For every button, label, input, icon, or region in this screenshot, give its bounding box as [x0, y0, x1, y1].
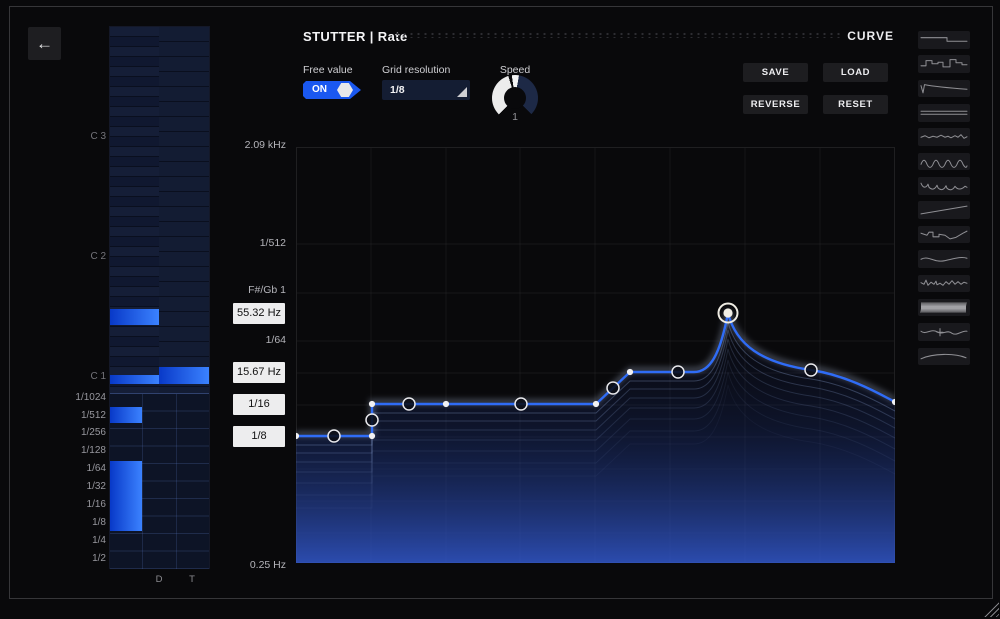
curve-preset-list [918, 0, 970, 619]
curve-preset-dense-comb[interactable] [918, 298, 970, 317]
dense-comb-waveform-icon [920, 302, 967, 313]
y-axis-label: 0.25 Hz [249, 559, 286, 571]
curve-area-fill [296, 313, 895, 563]
curve-preset-jagged-noise[interactable] [918, 274, 970, 292]
curve-preset-gentle-sine[interactable] [918, 250, 970, 268]
rate-grid-divider [176, 394, 177, 569]
curve-panel-title: CURVE [847, 29, 894, 43]
curve-point-markers[interactable] [292, 302, 899, 443]
curve-point-hollow[interactable] [606, 381, 620, 395]
y-axis-value-box[interactable]: 1/8 [233, 425, 285, 447]
toggle-state-label: ON [312, 84, 327, 95]
dropdown-corner-icon [457, 87, 467, 97]
curve-preset-soft-noise[interactable] [918, 128, 970, 146]
rate-curve-line[interactable] [296, 311, 896, 438]
grid-resolution-label: Grid resolution [382, 64, 451, 76]
load-button[interactable]: LOAD [823, 63, 888, 82]
scallops-waveform-icon [920, 182, 968, 191]
resize-grip[interactable] [981, 599, 999, 617]
exp-decay-waveform-icon [920, 83, 968, 94]
curve-point-hollow[interactable] [327, 429, 341, 443]
speed-label: Speed [499, 64, 531, 76]
y-axis-label: 1/512 [259, 237, 286, 249]
curve-preset-zigzag-valley[interactable] [918, 225, 970, 244]
soft-noise-waveform-icon [920, 134, 968, 140]
curve-point-solid[interactable] [368, 400, 376, 408]
save-button[interactable]: SAVE [743, 63, 808, 82]
y-axis-value-box[interactable]: 55.32 Hz [233, 302, 285, 324]
y-axis-label: F#/Gb 1 [248, 284, 286, 296]
gentle-sine-waveform-icon [920, 257, 968, 262]
curve-preset-flat-lines[interactable] [918, 104, 970, 122]
y-axis-label: 1/64 [265, 334, 286, 346]
speed-knob[interactable] [492, 75, 538, 121]
keyboard-triplet-column[interactable] [159, 27, 209, 393]
free-value-toggle[interactable]: ON [303, 81, 361, 99]
step-down-waveform-icon [920, 37, 968, 42]
graph-y-axis: 2.09 kHz 1/512 F#/Gb 1 55.32 Hz 1/64 15.67 Hz… [0, 0, 286, 619]
pitch-rate-keyboard[interactable] [109, 26, 210, 569]
reverse-button[interactable]: REVERSE [743, 95, 808, 114]
curve-point-solid[interactable] [626, 368, 634, 376]
wave-with-plus-waveform-icon [920, 328, 968, 337]
keyboard-active-bar[interactable] [110, 375, 159, 384]
curve-point-selected-ring[interactable] [717, 302, 739, 324]
left-arrow-icon: ← [36, 33, 53, 53]
curve-point-hollow[interactable] [365, 413, 379, 427]
stutter-rate-graph[interactable] [292, 147, 899, 563]
header-dotted-divider [394, 32, 844, 38]
back-button[interactable]: ← [28, 27, 61, 60]
flat-lines-waveform-icon [920, 110, 968, 115]
sine-fast-waveform-icon [920, 159, 968, 168]
curve-point-hollow[interactable] [402, 397, 416, 411]
curve-preset-step-down[interactable] [918, 31, 970, 49]
free-value-label: Free value [303, 64, 353, 76]
page-title: STUTTER | Rate [303, 29, 408, 44]
curve-point-hollow[interactable] [804, 363, 818, 377]
keyboard-active-bar[interactable] [110, 407, 142, 423]
curve-preset-scallops[interactable] [918, 177, 970, 195]
column-label: D [155, 574, 163, 585]
toggle-hexagon-knob [337, 83, 353, 97]
curve-preset-exp-decay[interactable] [918, 79, 970, 98]
curve-point-solid[interactable] [592, 400, 600, 408]
grid-resolution-value: 1/8 [390, 84, 405, 96]
curve-editor-canvas[interactable] [292, 147, 899, 563]
zigzag-valley-waveform-icon [920, 230, 968, 240]
rate-grid-divider [142, 394, 143, 569]
gentle-arc-waveform-icon [920, 353, 967, 359]
speed-value: 1 [512, 111, 518, 123]
y-axis-label: 2.09 kHz [244, 139, 286, 151]
y-axis-value-box[interactable]: 1/16 [233, 393, 285, 415]
curve-point-hollow[interactable] [671, 365, 685, 379]
curve-preset-random-steps[interactable] [918, 55, 970, 73]
keyboard-active-bar[interactable] [159, 367, 209, 384]
ramp-up-waveform-icon [920, 206, 968, 215]
curve-preset-ramp-up[interactable] [918, 201, 970, 219]
jagged-noise-waveform-icon [920, 279, 968, 286]
curve-point-solid[interactable] [368, 432, 376, 440]
column-label: T [189, 574, 195, 585]
curve-point-solid[interactable] [442, 400, 450, 408]
curve-preset-sine-fast[interactable] [918, 152, 970, 171]
grid-resolution-dropdown[interactable]: 1/8 [382, 80, 470, 100]
keyboard-active-bar[interactable] [110, 309, 159, 325]
curve-glow [296, 310, 895, 437]
curve-point-hollow[interactable] [514, 397, 528, 411]
reset-button[interactable]: RESET [823, 95, 888, 114]
stutter-echo-lines [296, 321, 895, 509]
curve-point-selected-center[interactable] [723, 308, 733, 318]
curve-preset-wave-with-plus[interactable] [918, 323, 970, 341]
y-axis-value-box[interactable]: 15.67 Hz [233, 361, 285, 383]
curve-preset-gentle-arc[interactable] [918, 347, 970, 366]
keyboard-duplet-column[interactable] [110, 27, 159, 393]
random-steps-waveform-icon [920, 59, 968, 68]
keyboard-active-bar[interactable] [110, 461, 142, 531]
